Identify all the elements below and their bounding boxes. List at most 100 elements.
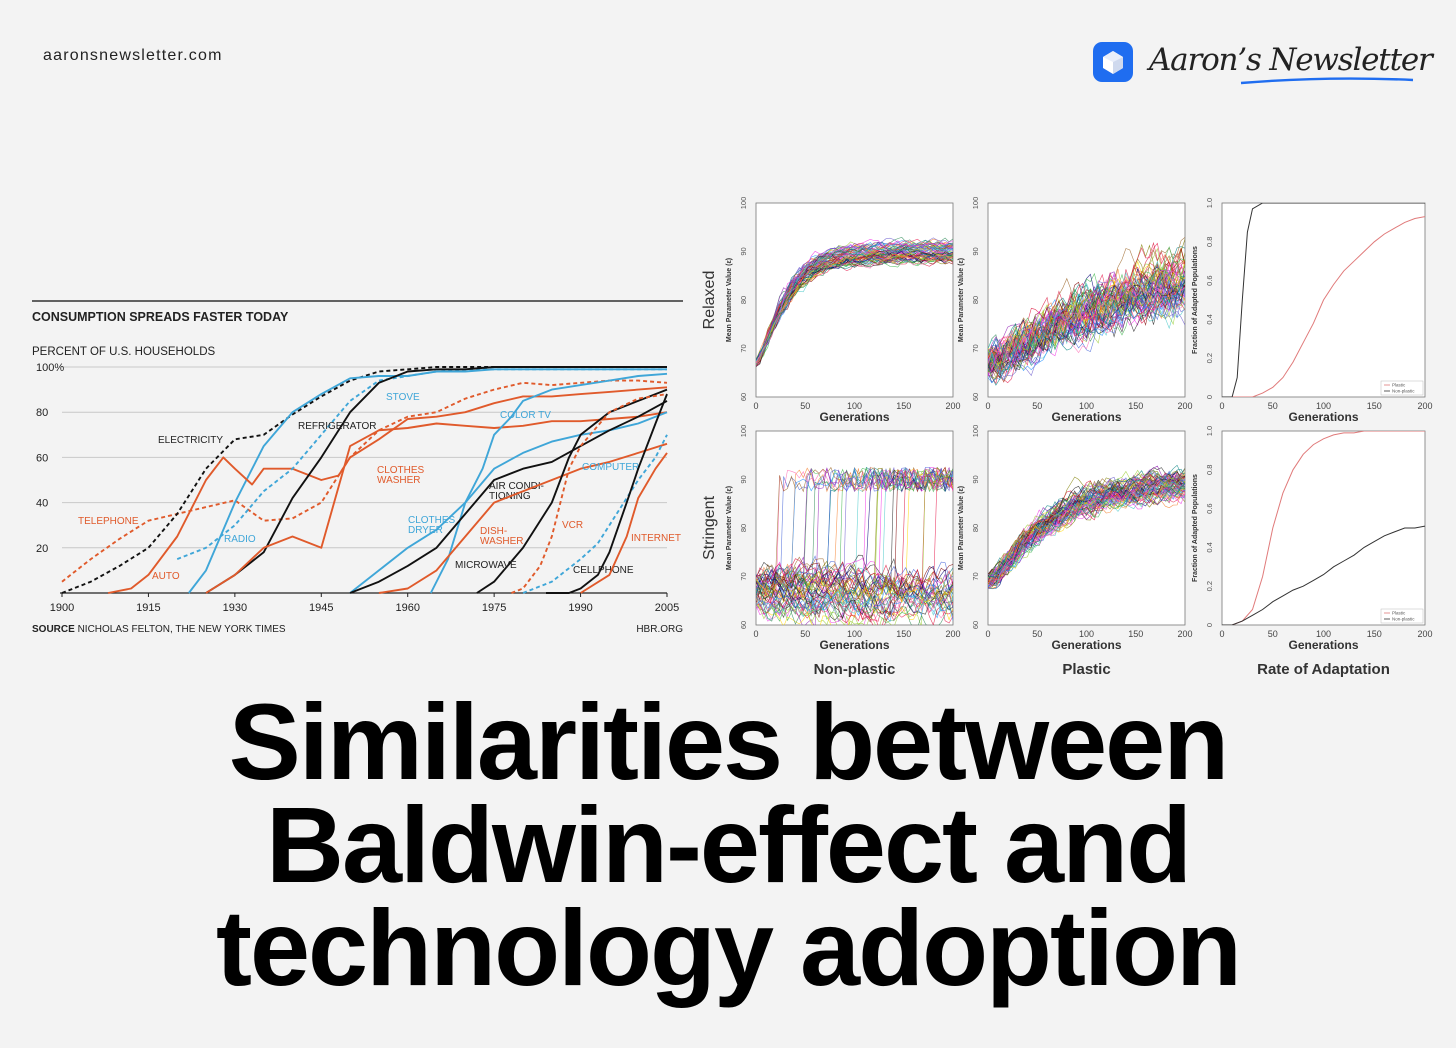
run-line [756, 557, 953, 601]
x-axis-label: Generations [1288, 410, 1358, 424]
run-lines [756, 466, 953, 625]
series-label: REFRIGERATOR [298, 421, 377, 432]
y-tick-label: 70 [739, 344, 748, 352]
series-label: CLOTHES DRYER [408, 515, 456, 536]
run-line [988, 484, 1185, 589]
series-label: VCR [562, 520, 583, 531]
series-line-refrigerator [205, 366, 667, 594]
x-tick-label: 100 [847, 401, 862, 411]
y-tick-label: 80 [739, 296, 748, 304]
run-line [756, 580, 953, 613]
run-line [756, 252, 953, 366]
series-label-line: TELEPHONE [78, 516, 139, 527]
series-label-line: INTERNET [631, 533, 681, 544]
series-line-internet [580, 452, 668, 594]
x-tick-label: 2005 [655, 602, 679, 614]
site-url[interactable]: aaronsnewsletter.com [43, 47, 223, 64]
y-tick-label: 0.8 [1205, 237, 1214, 247]
x-tick-label: 0 [1219, 401, 1224, 411]
series-label-line: WASHER [377, 475, 421, 486]
run-line [756, 564, 953, 605]
run-line [756, 468, 953, 620]
series-label-line: RADIO [224, 534, 256, 545]
y-tick-label: 100 [971, 197, 980, 210]
y-tick-label: 80 [36, 407, 48, 419]
y-tick-label: 60 [739, 621, 748, 629]
series-line-non-plastic [1222, 203, 1425, 397]
y-tick-label: 0 [1205, 395, 1214, 399]
series-line-air-condi-tioning [349, 400, 668, 594]
brand-underline-swash [1240, 77, 1414, 85]
series-label: INTERNET [631, 533, 681, 544]
run-line [756, 254, 953, 364]
x-tick-label: 50 [800, 401, 810, 411]
x-tick-label: 0 [753, 629, 758, 639]
chart-title: CONSUMPTION SPREADS FASTER TODAY [32, 310, 289, 324]
x-tick-label: 150 [896, 629, 911, 639]
y-tick-label: 100 [971, 425, 980, 438]
run-line [988, 263, 1185, 370]
y-tick-label: 80 [971, 524, 980, 532]
series-label-line: MICROWAVE [455, 560, 517, 571]
run-line [988, 261, 1185, 375]
x-tick-label: 200 [1417, 629, 1432, 639]
legend-entry: Non-plastic [1392, 389, 1415, 394]
run-line [988, 241, 1185, 373]
y-tick-label: 80 [971, 296, 980, 304]
series-line-cellphone [546, 393, 668, 594]
series-label-line: ELECTRICITY [158, 435, 223, 446]
run-line [756, 468, 953, 625]
y-tick-label: 90 [971, 475, 980, 483]
series-label: COLOR TV [500, 410, 551, 421]
series-label: AUTO [152, 571, 180, 582]
run-lines [1222, 431, 1425, 625]
series-label-line: COMPUTER [582, 462, 639, 473]
y-tick-label: 100 [739, 425, 748, 438]
x-tick-label: 150 [1128, 401, 1143, 411]
brand-header[interactable]: Aaron’s Newsletter [1093, 40, 1433, 90]
run-line [756, 581, 953, 620]
y-tick-label: 80 [739, 524, 748, 532]
series-label: TELEPHONE [78, 516, 139, 527]
y-axis-label: Mean Parameter Value (ε) [958, 258, 965, 342]
series-line-clothes-washer [205, 411, 668, 594]
run-line [988, 263, 1185, 376]
y-tick-label: 0 [1205, 623, 1214, 627]
y-tick-label: 60 [971, 393, 980, 401]
legend-box [1380, 608, 1424, 624]
y-tick-label: 0.4 [1205, 542, 1214, 552]
y-tick-label: 0.4 [1205, 314, 1214, 324]
series-line-microwave [476, 388, 668, 594]
x-tick-label: 50 [800, 629, 810, 639]
series-label: MICROWAVE [455, 560, 517, 571]
x-tick-label: 200 [1177, 401, 1192, 411]
run-line [988, 282, 1185, 386]
credit-label: HBR.ORG [636, 624, 683, 635]
series-label-line: AUTO [152, 571, 180, 582]
run-line [988, 278, 1185, 361]
run-line [756, 589, 953, 625]
run-line [988, 473, 1185, 583]
x-tick-label: 1945 [309, 602, 333, 614]
panel-relaxed-non-plastic: 60 70 80 90 100 0 50 100 150 200 Generations Mean P… [701, 197, 961, 424]
plot-area [1221, 430, 1426, 626]
run-line [988, 469, 1185, 579]
x-axis-label: Generations [819, 410, 889, 424]
series-line-computer [522, 434, 668, 594]
column-label: Non-plastic [814, 661, 896, 678]
run-line [988, 270, 1185, 365]
run-line [988, 487, 1185, 577]
run-line [756, 584, 953, 623]
headline: Similarities between Baldwin-effect and … [0, 688, 1456, 1002]
series-label-line: DRYER [408, 525, 443, 536]
series-label: DISH-WASHER [480, 526, 524, 547]
y-tick-label: 0.2 [1205, 581, 1214, 591]
series-line-telephone [61, 379, 668, 583]
run-line [756, 248, 953, 360]
y-tick-label: 1.0 [1205, 426, 1214, 436]
y-axis-label: Mean Parameter Value (ε) [726, 258, 733, 342]
series-label-line: DISH- [480, 526, 507, 537]
series-label: COMPUTER [582, 462, 639, 473]
panel-stringent-plastic: 60 70 80 90 100 0 50 100 150 200 Generations Mean P… [958, 425, 1193, 678]
y-tick-label: 90 [739, 247, 748, 255]
